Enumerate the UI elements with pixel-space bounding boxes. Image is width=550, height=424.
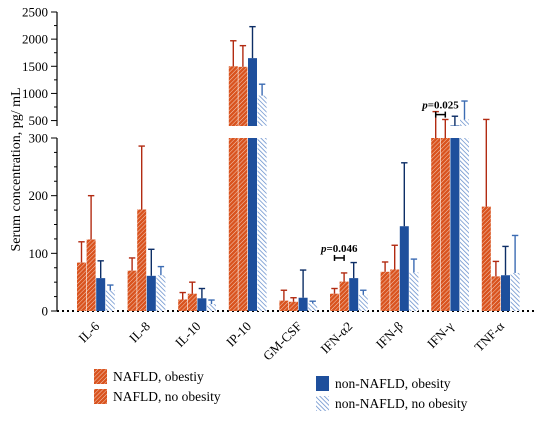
legend-label: non-NAFLD, no obesity xyxy=(335,396,468,411)
category-label: IL-6 xyxy=(75,318,102,345)
annotation-label: p=0.025 xyxy=(421,100,459,112)
bar xyxy=(238,66,248,126)
y-tick-label: 200 xyxy=(29,188,49,203)
bar xyxy=(96,278,106,311)
bar xyxy=(431,138,441,311)
category-label: GM-CSF xyxy=(260,319,305,364)
bar xyxy=(380,271,390,311)
bar xyxy=(501,275,510,311)
bar xyxy=(399,226,409,311)
bar xyxy=(440,138,450,311)
bar xyxy=(450,138,460,311)
y-tick-label: 100 xyxy=(29,246,49,261)
legend-label: NAFLD, obestiy xyxy=(113,369,204,384)
bar xyxy=(279,300,289,311)
bar xyxy=(248,58,257,127)
bar xyxy=(460,138,469,311)
bar xyxy=(137,209,147,311)
y-tick-label: 2500 xyxy=(22,5,48,20)
legend-swatch xyxy=(316,396,329,411)
bar xyxy=(510,272,520,311)
bar xyxy=(257,138,267,311)
category-label: IFN-α2 xyxy=(317,319,355,357)
legend-swatch xyxy=(94,369,107,384)
bar xyxy=(77,262,86,311)
category-label: IP-10 xyxy=(223,319,254,350)
bar xyxy=(460,119,469,126)
bar xyxy=(228,66,238,126)
annotation-value: =0.046 xyxy=(327,243,359,255)
bar xyxy=(207,304,216,311)
bar xyxy=(105,290,115,311)
bar xyxy=(330,293,339,311)
category-label: TNF-α xyxy=(471,318,507,354)
y-tick-label: 1500 xyxy=(22,59,48,74)
legend-swatch xyxy=(94,389,107,404)
annotation-p: p xyxy=(320,243,327,255)
category-label: IL-10 xyxy=(172,319,204,351)
bar xyxy=(409,272,419,311)
bar xyxy=(257,95,267,126)
bar xyxy=(238,138,248,311)
category-label: IL-8 xyxy=(126,319,153,346)
bar xyxy=(178,299,188,311)
bar xyxy=(358,294,368,311)
bar xyxy=(289,301,298,311)
bar xyxy=(187,293,197,311)
bar xyxy=(228,138,238,311)
legend-label: non-NAFLD, obesity xyxy=(335,376,451,391)
bar xyxy=(86,239,96,311)
y-axis-label: Serum concentration, pg/ mL xyxy=(9,87,24,251)
annotation-p: p xyxy=(421,100,428,112)
bar xyxy=(491,276,501,311)
y-tick-label: 500 xyxy=(29,113,49,128)
annotation-value: =0.025 xyxy=(428,100,460,112)
legend-swatch xyxy=(316,376,329,391)
bar xyxy=(146,275,156,311)
category-label: IFN-γ xyxy=(424,318,457,351)
y-tick-label: 0 xyxy=(42,304,49,319)
bar xyxy=(248,138,257,311)
bar xyxy=(349,278,359,311)
bar xyxy=(390,269,400,311)
annotation-label: p=0.046 xyxy=(320,243,358,255)
bar xyxy=(197,298,207,311)
bar xyxy=(156,275,166,311)
bar xyxy=(481,206,491,311)
category-label: IFN-β xyxy=(373,318,406,351)
bar xyxy=(450,125,460,126)
bar xyxy=(298,297,308,311)
bar xyxy=(339,281,349,311)
y-tick-label: 1000 xyxy=(22,86,48,101)
legend-label: NAFLD, no obesity xyxy=(113,389,221,404)
bar xyxy=(308,303,318,311)
bar xyxy=(127,270,137,311)
y-tick-label: 2000 xyxy=(22,32,48,47)
y-tick-label: 300 xyxy=(29,131,49,146)
